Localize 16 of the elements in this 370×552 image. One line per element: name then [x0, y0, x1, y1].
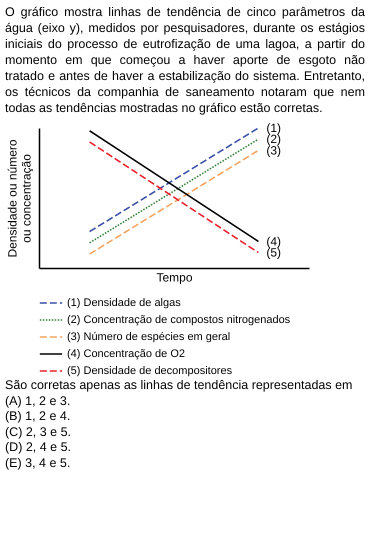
legend-label: (5) Densidade de decompositores: [67, 365, 233, 377]
legend-label: (4) Concentração de O2: [67, 348, 186, 360]
legend-label: (2) Concentração de compostos nitrogenados: [67, 314, 291, 326]
x-axis-title: Tempo: [156, 270, 193, 284]
text: (D) 2, 4 e 5.: [5, 440, 72, 456]
text: (B) 1, 2 e 4.: [5, 409, 72, 424]
text: São corretas apenas as linhas de tendência representadas em: [5, 378, 354, 394]
legend-label: (3) Número de espécies em geral: [67, 331, 230, 343]
annotation: (4): [266, 234, 282, 248]
text: (C) 2, 3 e 5.: [5, 424, 72, 440]
annotation: (1): [266, 121, 282, 135]
text: (E) 3, 4 e 5.: [5, 456, 72, 471]
chart-title: O gráfico mostra linhas de tendência de cinco parâmetros da água (eixo y), medidos por pesquisadores, durante os estágios iniciais do processo de eutrofização de uma lagoa, a partir do momento em que começou a haver aporte de esgoto não tratado e antes de haver a estabilização do sistema. Entretanto, os técnicos da companhia de saneamento notaram que nem todas as tendências mostradas no gráfico estão corretas.: [4, 4, 366, 116]
y-axis-title: Densidade ou número ou concentração: [6, 139, 34, 258]
legend-label: (1) Densidade de algas: [67, 297, 182, 309]
text: (A) 1, 2 e 3.: [5, 394, 72, 409]
